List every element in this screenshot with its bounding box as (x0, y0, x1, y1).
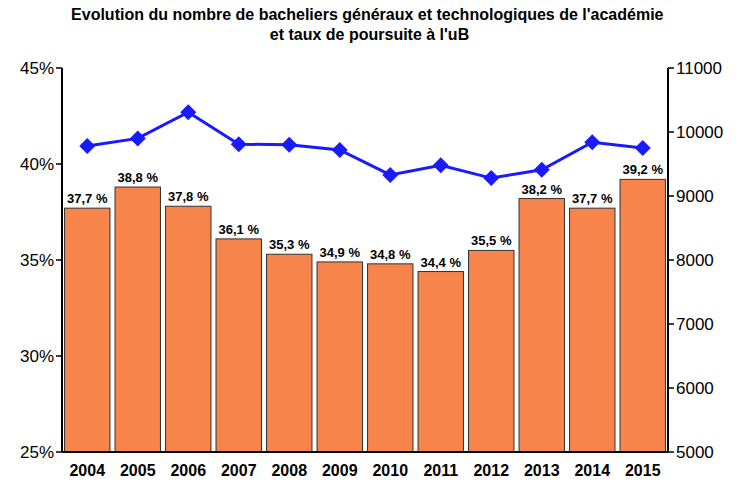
x-tick-label: 2004 (69, 462, 105, 479)
data-label: 38,8 % (118, 170, 159, 185)
title: Evolution du nombre de bacheliers généra… (71, 6, 668, 43)
bar (115, 187, 160, 452)
data-label: 35,5 % (471, 233, 512, 248)
bar (570, 208, 615, 452)
data-label: 38,2 % (522, 182, 563, 197)
x-tick-label: 2010 (372, 462, 408, 479)
data-label: 35,3 % (269, 237, 310, 252)
marker (231, 136, 247, 152)
y-tick (56, 259, 62, 261)
bar (418, 272, 463, 452)
marker (483, 170, 499, 186)
data-label: 34,8 % (370, 247, 411, 262)
bar (519, 199, 564, 452)
x-tick-label: 2005 (120, 462, 156, 479)
x-tick-label: 2015 (625, 462, 661, 479)
y-tick (56, 451, 62, 453)
y-tick-label: 30% (20, 347, 54, 366)
x-axis (62, 451, 668, 453)
data-label: 37,7 % (572, 191, 613, 206)
y-tick (56, 355, 62, 357)
marker (79, 138, 95, 154)
y-tick-label: 25% (20, 443, 54, 462)
x-tick-label: 2013 (524, 462, 560, 479)
labels: 37,7 % 38,8 % 37,8 % 36,1 % 35,3 % 34,9 % 34,8… (67, 162, 663, 269)
y2-tick-label: 10000 (676, 123, 723, 142)
y-tick (56, 163, 62, 165)
data-label: 37,8 % (168, 189, 209, 204)
y-tick (56, 67, 62, 69)
bar (65, 208, 110, 452)
x-tick-label: 2014 (574, 462, 610, 479)
data-label: 37,7 % (67, 191, 108, 206)
x-tick-label: 2008 (271, 462, 307, 479)
y2-tick (668, 67, 674, 69)
marker (332, 142, 348, 158)
y2-tick (668, 451, 674, 453)
y2-tick-label: 11000 (676, 59, 722, 78)
axes: 25% 30% 35% 40% 45% 5000 6000 7000 8000 9000 10000… (20, 59, 723, 479)
y2-tick-label: 6000 (676, 379, 714, 398)
y2-tick-label: 7000 (676, 315, 714, 334)
bar (368, 264, 413, 452)
marker (584, 134, 600, 150)
y2-tick (668, 387, 674, 389)
data-label: 39,2 % (623, 162, 664, 177)
marker (130, 130, 146, 146)
y2-tick (668, 259, 674, 261)
plot-area (65, 104, 666, 452)
y2-tick (668, 195, 674, 197)
marker (635, 140, 651, 156)
line (87, 112, 643, 178)
bar (166, 206, 211, 452)
bar (267, 254, 312, 452)
y2-tick-label: 9000 (676, 187, 714, 206)
x-tick-label: 2007 (221, 462, 257, 479)
data-label: 34,9 % (320, 245, 361, 260)
bar (216, 239, 261, 452)
y2-tick (668, 323, 674, 325)
marker (180, 104, 196, 120)
y-tick-label: 45% (20, 59, 54, 78)
marker (534, 162, 550, 178)
x-tick-label: 2009 (322, 462, 358, 479)
y2-tick-label: 8000 (676, 251, 714, 270)
bar (620, 179, 665, 452)
marker (382, 167, 398, 183)
marker (281, 137, 297, 153)
bar (469, 250, 514, 452)
x-tick-label: 2012 (473, 462, 509, 479)
chart: Evolution du nombre de bacheliers généra… (0, 0, 739, 497)
y2-tick-label: 5000 (676, 443, 714, 462)
marker (433, 157, 449, 173)
data-label: 36,1 % (219, 222, 260, 237)
x-tick-label: 2006 (170, 462, 206, 479)
y-tick-label: 35% (20, 251, 54, 270)
x-tick-label: 2011 (423, 462, 458, 479)
bar (317, 262, 362, 452)
y-tick-label: 40% (20, 155, 54, 174)
y2-tick (668, 131, 674, 133)
data-label: 34,4 % (421, 255, 462, 270)
